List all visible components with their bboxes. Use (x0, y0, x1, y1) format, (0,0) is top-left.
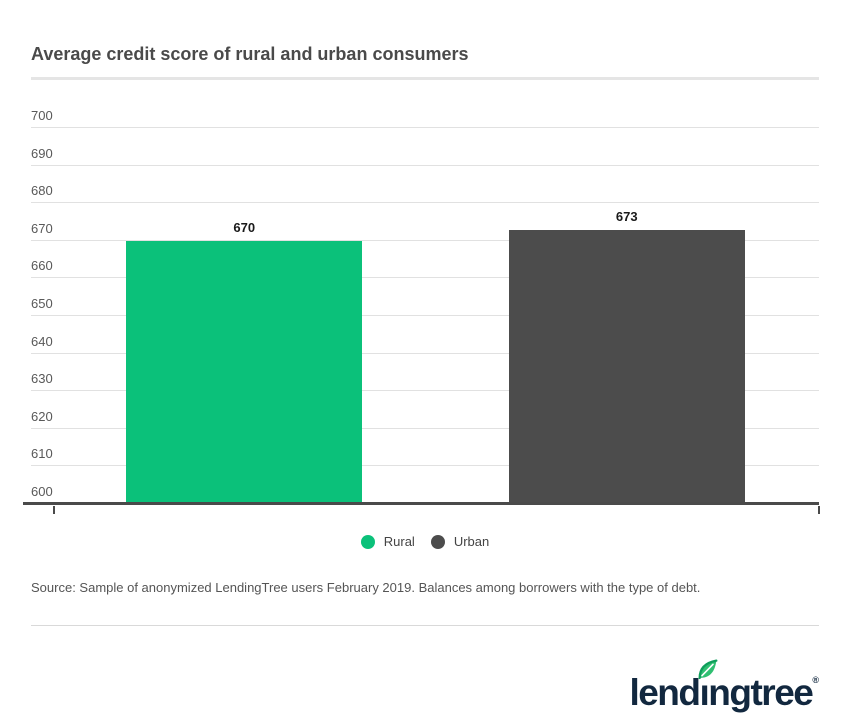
ytick-label-680: 680 (31, 183, 53, 199)
x-axis (23, 502, 819, 505)
source-note: Source: Sample of anonymized LendingTree… (31, 580, 701, 595)
logo-row: lend ıngtree® (31, 644, 819, 713)
ytick-label-620: 620 (31, 408, 53, 424)
gridline-640 (31, 352, 819, 354)
gridline-620 (31, 427, 819, 429)
lendingtree-logo: lend ıngtree® (629, 644, 819, 713)
chart-wrap: 600 610 620 630 640 650 660 670 680 690 700 670 673 (23, 109, 820, 514)
ytick-label-700: 700 (31, 108, 53, 123)
logo-text-post: ngtree (708, 672, 814, 713)
bar-value-label-rural: 670 (233, 219, 256, 235)
ytick-label-610: 610 (31, 446, 53, 462)
gridline-610 (31, 465, 819, 467)
gridline-700 (31, 127, 819, 128)
legend-dot-urban (430, 534, 445, 549)
gridline-680 (31, 202, 819, 204)
x-axis-tick-right (818, 506, 820, 514)
bottom-divider (31, 625, 819, 626)
title-divider (31, 77, 819, 80)
bar-rural (126, 240, 363, 504)
gridline-630 (31, 390, 819, 392)
logo-letter-i: ı (698, 659, 717, 713)
bar-value-label-urban: 673 (615, 208, 638, 224)
legend-item-urban: Urban (430, 534, 490, 549)
legend-dot-rural (360, 534, 375, 549)
chart-title: Average credit score of rural and urban … (31, 44, 469, 64)
gridline-650 (31, 315, 819, 316)
ytick-label-660: 660 (31, 258, 53, 274)
ytick-label-670: 670 (31, 220, 53, 236)
ytick-label-650: 650 (31, 296, 53, 311)
bar-chart: 600 610 620 630 640 650 660 670 680 690 700 670 673 (23, 109, 820, 514)
gridline-690 (31, 164, 819, 166)
ytick-label-600: 600 (31, 484, 53, 499)
gridline-660 (31, 277, 819, 279)
ytick-label-690: 690 (31, 145, 53, 161)
x-axis-tick-left (53, 506, 55, 514)
legend-label-rural: Rural (383, 534, 415, 549)
leaf-icon (698, 659, 717, 680)
bar-urban (508, 229, 745, 504)
legend-label-urban: Urban (453, 534, 490, 549)
logo-text-pre: lend (629, 672, 701, 713)
ytick-label-630: 630 (31, 371, 53, 387)
registered-trademark-symbol: ® (812, 675, 819, 685)
gridline-670 (31, 239, 819, 241)
legend-item-rural: Rural (360, 534, 415, 549)
ytick-label-640: 640 (31, 333, 53, 349)
chart-legend: Rural Urban (31, 534, 819, 549)
